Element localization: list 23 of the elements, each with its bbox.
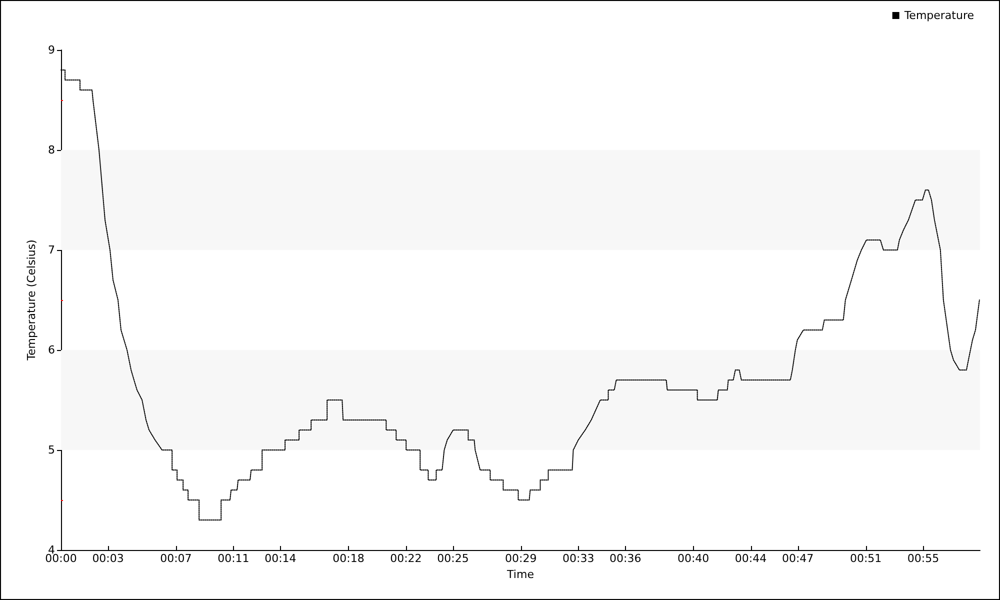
x-tick-label: 00:40 <box>677 552 710 565</box>
x-tick-label: 00:25 <box>437 552 469 565</box>
x-tick-label: 00:22 <box>390 552 422 565</box>
x-tick-label: 00:33 <box>562 552 594 565</box>
x-tick-label: 00:55 <box>907 552 940 565</box>
x-tick-label: 00:51 <box>850 552 882 565</box>
x-tick-label: 00:03 <box>92 552 124 565</box>
y-tick-label: 7 <box>48 244 55 256</box>
x-axis-title: Time <box>506 568 534 581</box>
x-tick-label: 00:47 <box>782 552 814 565</box>
y-tick-label: 6 <box>48 344 55 356</box>
y-tick-label: 8 <box>48 144 55 156</box>
x-tick-label: 00:11 <box>218 552 250 565</box>
x-tick-label: 00:18 <box>332 552 364 565</box>
x-tick-label: 00:07 <box>160 552 192 565</box>
x-tick-label: 00:36 <box>610 552 642 565</box>
legend-label: Temperature <box>903 9 974 22</box>
x-tick-label: 00:14 <box>264 552 296 565</box>
y-axis-title: Temperature (Celsius) <box>25 240 38 362</box>
x-tick-label: 00:44 <box>734 552 767 565</box>
x-tick-label: 00:29 <box>505 552 537 565</box>
y-tick-label: 5 <box>48 444 55 456</box>
y-tick-label: 9 <box>48 44 55 56</box>
